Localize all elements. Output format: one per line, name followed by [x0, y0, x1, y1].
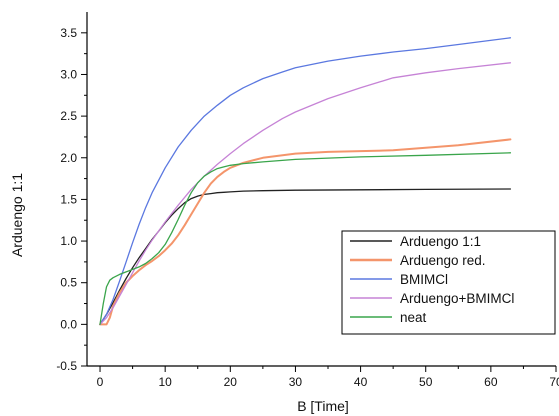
series-line-5 — [99, 152, 512, 326]
y-axis-label: Arduengo 1:1 — [9, 173, 25, 257]
x-tick-label: 20 — [224, 375, 238, 389]
x-tick-label: 60 — [484, 375, 498, 389]
y-tick-label: -0.5 — [56, 359, 77, 373]
series-line-2 — [99, 138, 512, 326]
legend-label: neat — [400, 310, 427, 325]
y-tick-label: 2.5 — [60, 109, 77, 123]
y-tick-label: 3.0 — [60, 67, 77, 81]
series-line-3 — [99, 37, 512, 326]
x-tick-label: 10 — [158, 375, 172, 389]
legend-label: Arduengo 1:1 — [400, 234, 481, 249]
x-tick-label: 0 — [97, 375, 104, 389]
x-axis-label: B [Time] — [297, 398, 349, 414]
y-tick-label: 1.0 — [60, 234, 77, 248]
chart-legend: Arduengo 1:1 Arduengo red. BMIMCl Arduengo+… — [341, 230, 556, 335]
y-tick-label: 0.5 — [60, 276, 77, 290]
legend-label: BMIMCl — [400, 272, 448, 287]
chart-ticks: 0 10 20 30 40 50 60 70 -0.5 0.0 0.5 1.0 1.5 2.0 2.5 3.0… — [56, 26, 559, 389]
x-tick-label: 50 — [419, 375, 433, 389]
y-tick-label: 3.5 — [60, 26, 77, 40]
x-tick-label: 40 — [354, 375, 368, 389]
legend-label: Arduengo+BMIMCl — [400, 291, 514, 306]
chart-series — [99, 37, 512, 326]
legend-label: Arduengo red. — [400, 253, 486, 268]
y-tick-label: 1.5 — [60, 192, 77, 206]
x-tick-label: 70 — [549, 375, 559, 389]
series-line-1 — [99, 188, 512, 326]
y-tick-label: 2.0 — [60, 151, 77, 165]
y-tick-label: 0.0 — [60, 317, 77, 331]
x-tick-label: 30 — [289, 375, 303, 389]
